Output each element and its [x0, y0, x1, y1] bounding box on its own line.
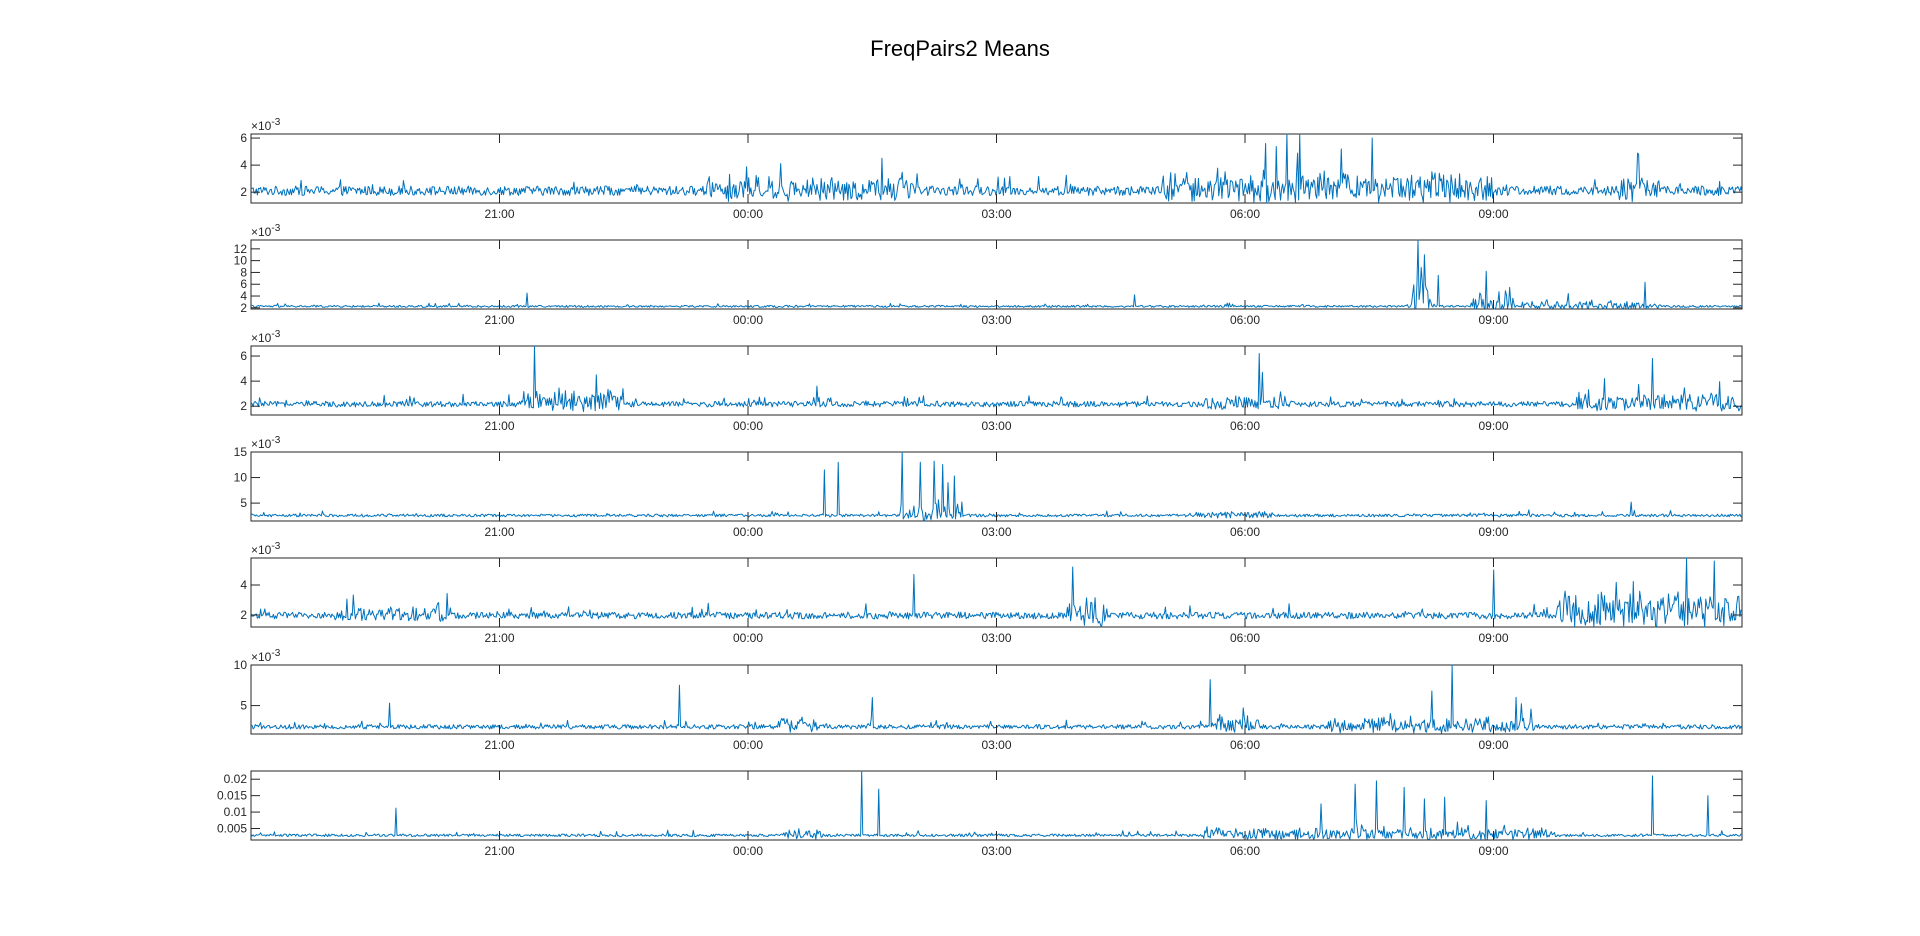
- x-tick-label: 21:00: [484, 313, 514, 327]
- y-exponent-label: ×10-3: [251, 648, 281, 664]
- x-tick-label: 09:00: [1478, 313, 1508, 327]
- series-line: [250, 345, 1743, 413]
- y-tick-label: 5: [240, 699, 247, 713]
- y-tick-label: 6: [240, 131, 247, 145]
- x-tick-label: 03:00: [981, 738, 1011, 752]
- y-exponent-label: ×10-3: [251, 223, 281, 239]
- x-tick-label: 09:00: [1478, 525, 1508, 539]
- y-tick-label: 8: [240, 265, 247, 279]
- x-tick-label: 06:00: [1230, 525, 1260, 539]
- y-exponent-label: ×10-3: [251, 541, 281, 557]
- x-tick-label: 21:00: [484, 631, 514, 645]
- subplot-6: 21:00 00:00 03:00 06:00 09:00 5 10×10-3: [234, 648, 1743, 752]
- subplot-7: 21:00 00:00 03:00 06:00 09:00 0.005 0.01 0.015 0…: [217, 770, 1743, 858]
- x-tick-label: 00:00: [733, 207, 763, 221]
- x-tick-label: 06:00: [1230, 738, 1260, 752]
- y-tick-label: 4: [240, 158, 247, 172]
- x-tick-label: 00:00: [733, 419, 763, 433]
- axes-box: [250, 239, 1743, 310]
- x-tick-label: 21:00: [484, 525, 514, 539]
- y-tick-label: 12: [234, 242, 248, 256]
- x-tick-label: 03:00: [981, 419, 1011, 433]
- axes-box: [250, 557, 1743, 628]
- series-line: [250, 133, 1743, 204]
- x-tick-label: 09:00: [1478, 631, 1508, 645]
- y-tick-label: 0.005: [217, 822, 247, 836]
- subplot-1: 21:00 00:00 03:00 06:00 09:00 2 4 6 ×10-3: [240, 117, 1743, 221]
- y-exponent-label: ×10-3: [251, 117, 281, 133]
- series-line: [250, 557, 1743, 628]
- x-tick-label: 09:00: [1478, 419, 1508, 433]
- y-tick-label: 2: [240, 301, 247, 315]
- y-tick-label: 2: [240, 608, 247, 622]
- x-tick-label: 21:00: [484, 844, 514, 858]
- y-tick-label: 4: [240, 578, 247, 592]
- x-tick-label: 09:00: [1478, 207, 1508, 221]
- x-tick-label: 06:00: [1230, 419, 1260, 433]
- y-exponent-label: ×10-3: [251, 329, 281, 345]
- y-tick-label: 4: [240, 289, 247, 303]
- x-tick-label: 21:00: [484, 207, 514, 221]
- x-tick-label: 03:00: [981, 844, 1011, 858]
- x-tick-label: 00:00: [733, 844, 763, 858]
- figure-title: FreqPairs2 Means: [870, 36, 1050, 61]
- y-exponent-label: ×10-3: [251, 435, 281, 451]
- y-tick-label: 10: [234, 658, 248, 672]
- axes-box: [250, 770, 1743, 841]
- y-tick-label: 15: [234, 445, 248, 459]
- x-tick-label: 09:00: [1478, 738, 1508, 752]
- x-tick-label: 06:00: [1230, 631, 1260, 645]
- y-tick-label: 0.01: [224, 805, 248, 819]
- y-tick-label: 0.015: [217, 789, 247, 803]
- x-tick-label: 00:00: [733, 525, 763, 539]
- y-tick-label: 2: [240, 399, 247, 413]
- y-tick-label: 10: [234, 471, 248, 485]
- axes-box: [250, 451, 1743, 522]
- y-tick-label: 10: [234, 254, 248, 268]
- x-tick-label: 21:00: [484, 738, 514, 752]
- x-tick-label: 21:00: [484, 419, 514, 433]
- y-tick-label: 6: [240, 277, 247, 291]
- x-tick-label: 09:00: [1478, 844, 1508, 858]
- x-tick-label: 06:00: [1230, 207, 1260, 221]
- y-tick-label: 5: [240, 496, 247, 510]
- x-tick-label: 03:00: [981, 313, 1011, 327]
- y-tick-label: 4: [240, 374, 247, 388]
- x-tick-label: 00:00: [733, 738, 763, 752]
- subplot-5: 21:00 00:00 03:00 06:00 09:00 2 4 ×10-3: [240, 541, 1743, 645]
- x-tick-label: 03:00: [981, 631, 1011, 645]
- y-tick-label: 0.02: [224, 772, 248, 786]
- x-tick-label: 00:00: [733, 313, 763, 327]
- x-tick-label: 03:00: [981, 207, 1011, 221]
- axes-box: [250, 664, 1743, 735]
- x-tick-label: 06:00: [1230, 313, 1260, 327]
- subplot-4: 21:00 00:00 03:00 06:00 09:00 5 10 15×10-3: [234, 435, 1743, 539]
- y-tick-label: 6: [240, 349, 247, 363]
- y-tick-label: 2: [240, 185, 247, 199]
- x-tick-label: 00:00: [733, 631, 763, 645]
- x-tick-label: 03:00: [981, 525, 1011, 539]
- subplot-3: 21:00 00:00 03:00 06:00 09:00 2 4 6 ×10-3: [240, 329, 1743, 433]
- x-tick-label: 06:00: [1230, 844, 1260, 858]
